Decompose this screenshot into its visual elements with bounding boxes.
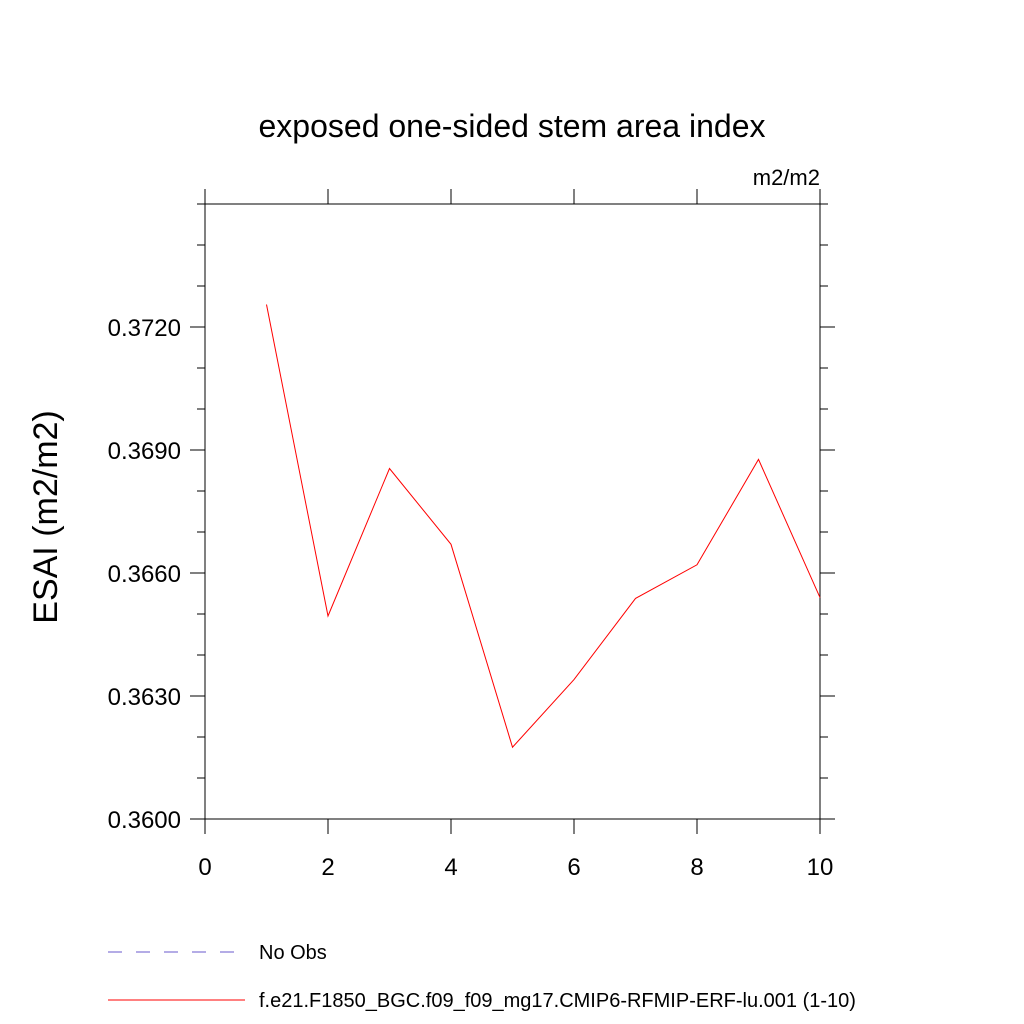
series-line bbox=[266, 304, 821, 749]
y-tick-label: 0.3600 bbox=[108, 807, 181, 834]
x-tick-label: 6 bbox=[567, 854, 580, 881]
y-axis-label: ESAI (m2/m2) bbox=[27, 410, 65, 623]
y-tick-label: 0.3660 bbox=[108, 561, 181, 588]
legend-label: f.e21.F1850_BGC.f09_f09_mg17.CMIP6-RFMIP… bbox=[259, 990, 856, 1012]
plot-border bbox=[204, 203, 821, 820]
y-tick-label: 0.3690 bbox=[108, 438, 181, 465]
units-label: m2/m2 bbox=[753, 165, 820, 190]
x-tick-label: 0 bbox=[198, 854, 211, 881]
legend-label: No Obs bbox=[259, 942, 327, 964]
x-tick-label: 8 bbox=[690, 854, 703, 881]
x-tick-label: 4 bbox=[444, 854, 457, 881]
axis-ticks bbox=[190, 189, 835, 834]
chart-title: exposed one-sided stem area index bbox=[259, 108, 766, 144]
tick-labels: 0 2 4 6 8 10 0.3600 0.3630 0.3660 0.3690 0.3720 bbox=[108, 315, 834, 881]
series-lines bbox=[266, 304, 821, 749]
y-tick-label: 0.3720 bbox=[108, 315, 181, 342]
plot-frame bbox=[204, 203, 821, 820]
y-tick-label: 0.3630 bbox=[108, 684, 181, 711]
legend: No Obs f.e21.F1850_BGC.f09_f09_mg17.CMIP6… bbox=[108, 942, 856, 1012]
x-tick-label: 2 bbox=[321, 854, 334, 881]
x-tick-label: 10 bbox=[807, 854, 834, 881]
